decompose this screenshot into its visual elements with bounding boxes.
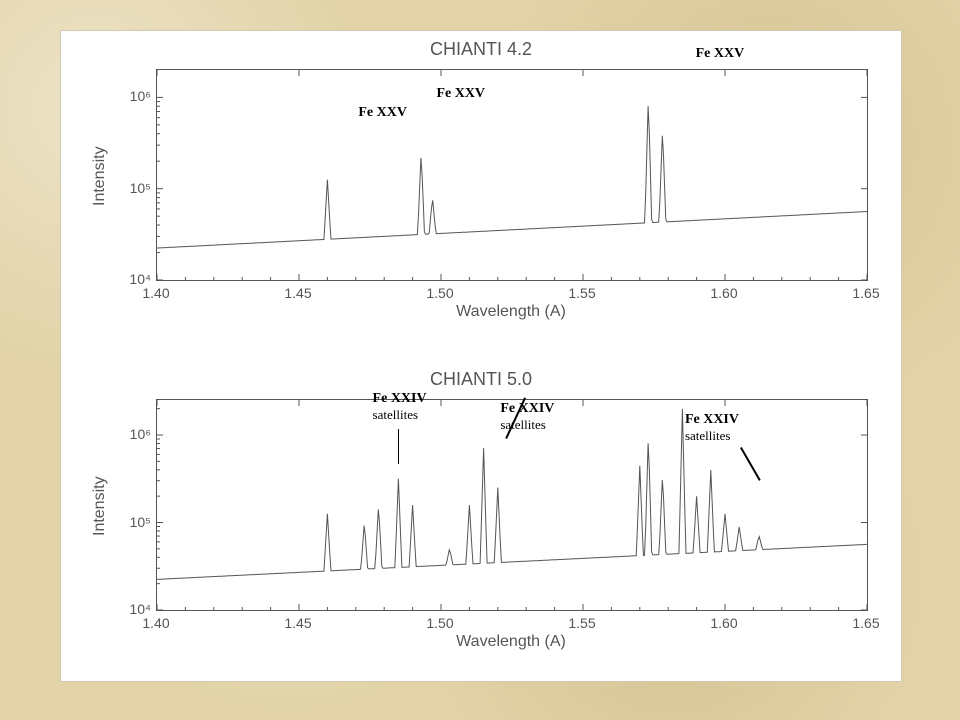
ytick-label: 10⁵ [116, 514, 151, 530]
peak-annotation: Fe XXV [696, 44, 745, 62]
panel-title: CHIANTI 5.0 [61, 369, 901, 390]
panel-top: CHIANTI 4.2 Intensity Wavelength (A) 1.4… [61, 31, 901, 341]
xlabel: Wavelength (A) [156, 633, 866, 651]
ytick-label: 10⁵ [116, 180, 151, 196]
xtick-label: 1.60 [710, 285, 737, 301]
xlabel: Wavelength (A) [156, 303, 866, 321]
xtick-label: 1.55 [568, 615, 595, 631]
spectrum-top [157, 70, 867, 280]
xtick-label: 1.45 [284, 285, 311, 301]
xtick-label: 1.65 [852, 615, 879, 631]
xtick-label: 1.45 [284, 615, 311, 631]
xtick-label: 1.40 [142, 615, 169, 631]
slide-page: { "background_color": "#e2d3a8", "figure… [0, 0, 960, 720]
ytick-label: 10⁴ [116, 271, 151, 287]
annotation-pointer [398, 429, 400, 464]
xtick-label: 1.55 [568, 285, 595, 301]
xtick-label: 1.50 [426, 285, 453, 301]
figure-container: CHIANTI 4.2 Intensity Wavelength (A) 1.4… [60, 30, 902, 682]
ylabel: Intensity [91, 146, 109, 206]
xtick-label: 1.60 [710, 615, 737, 631]
xtick-label: 1.65 [852, 285, 879, 301]
peak-annotation: Fe XXIVsatellites [500, 399, 554, 433]
peak-annotation: Fe XXV [358, 103, 407, 121]
xtick-label: 1.40 [142, 285, 169, 301]
plot-area-top [156, 69, 868, 281]
peak-annotation: Fe XXIVsatellites [373, 389, 427, 423]
ytick-label: 10⁶ [116, 426, 151, 442]
ylabel: Intensity [91, 476, 109, 536]
panel-bottom: CHIANTI 5.0 Intensity Wavelength (A) 1.4… [61, 361, 901, 671]
ytick-label: 10⁴ [116, 601, 151, 617]
panel-title: CHIANTI 4.2 [61, 39, 901, 60]
xtick-label: 1.50 [426, 615, 453, 631]
ytick-label: 10⁶ [116, 88, 151, 104]
peak-annotation: Fe XXV [436, 84, 485, 102]
peak-annotation: Fe XXIVsatellites [685, 410, 739, 444]
